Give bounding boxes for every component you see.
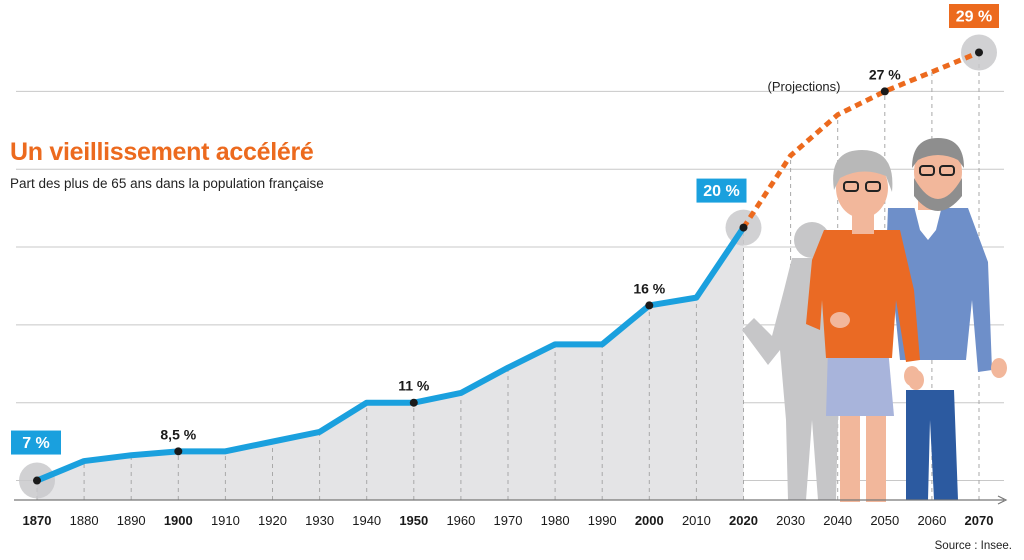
x-tick-label: 1970 (494, 513, 523, 528)
x-axis-arrow-icon (997, 495, 1008, 505)
data-label-box (11, 430, 61, 455)
x-tick-label: 2020 (729, 513, 758, 528)
data-point (880, 87, 889, 96)
chart-subtitle: Part des plus de 65 ans dans la populati… (10, 176, 324, 191)
data-label: 7 % (22, 435, 50, 452)
data-label-box (696, 178, 747, 203)
x-axis: 1870 1880 1890 1900 1910 1920 1930 1940 1950 1960… (14, 495, 1008, 528)
x-tick-label: 2030 (776, 513, 805, 528)
x-tick-label: 1870 (23, 513, 52, 528)
data-points (33, 48, 983, 485)
data-labels: 7 % 8,5 % 11 % 16 % 20 % 27 % 29 % (11, 4, 999, 455)
x-tick-label: 1990 (588, 513, 617, 528)
x-tick-label: 1920 (258, 513, 287, 528)
x-tick-label: 2060 (917, 513, 946, 528)
data-point (409, 398, 418, 407)
x-tick-label: 2070 (965, 513, 994, 528)
x-tick-label: 2040 (823, 513, 852, 528)
data-label: 29 % (956, 9, 992, 26)
historical-area (37, 227, 744, 501)
data-point (645, 301, 654, 310)
data-label: 11 % (398, 378, 430, 394)
data-label: 8,5 % (160, 426, 196, 442)
x-tick-label: 1880 (70, 513, 99, 528)
data-label: 16 % (633, 280, 665, 296)
data-point (174, 447, 183, 456)
x-tick-label: 2010 (682, 513, 711, 528)
data-label-box (949, 4, 999, 28)
source-note: Source : Insee. (934, 540, 1012, 552)
x-tick-label: 1940 (352, 513, 381, 528)
couple-illustration (742, 138, 1007, 502)
x-tick-label: 2050 (870, 513, 899, 528)
data-point (739, 223, 748, 232)
gridlines (16, 90, 1004, 482)
chart-title: Un vieillissement accéléré (10, 138, 314, 166)
data-point (975, 48, 983, 57)
x-tick-label: 1980 (541, 513, 570, 528)
projections-annotation: (Projections) (768, 79, 841, 94)
data-label: 27 % (869, 66, 901, 82)
historical-series-line (34, 224, 747, 484)
x-tick-label: 1960 (446, 513, 475, 528)
data-label: 20 % (703, 183, 739, 200)
woman-figure (806, 150, 924, 502)
x-tick-label: 2000 (635, 513, 664, 528)
x-tick-label: 1900 (164, 513, 193, 528)
projection-series-line (741, 50, 980, 229)
data-point (33, 476, 41, 485)
x-tick-label: 1950 (399, 513, 428, 528)
x-tick-label: 1890 (117, 513, 146, 528)
x-tick-label: 1930 (305, 513, 334, 528)
x-tick-label: 1910 (211, 513, 240, 528)
